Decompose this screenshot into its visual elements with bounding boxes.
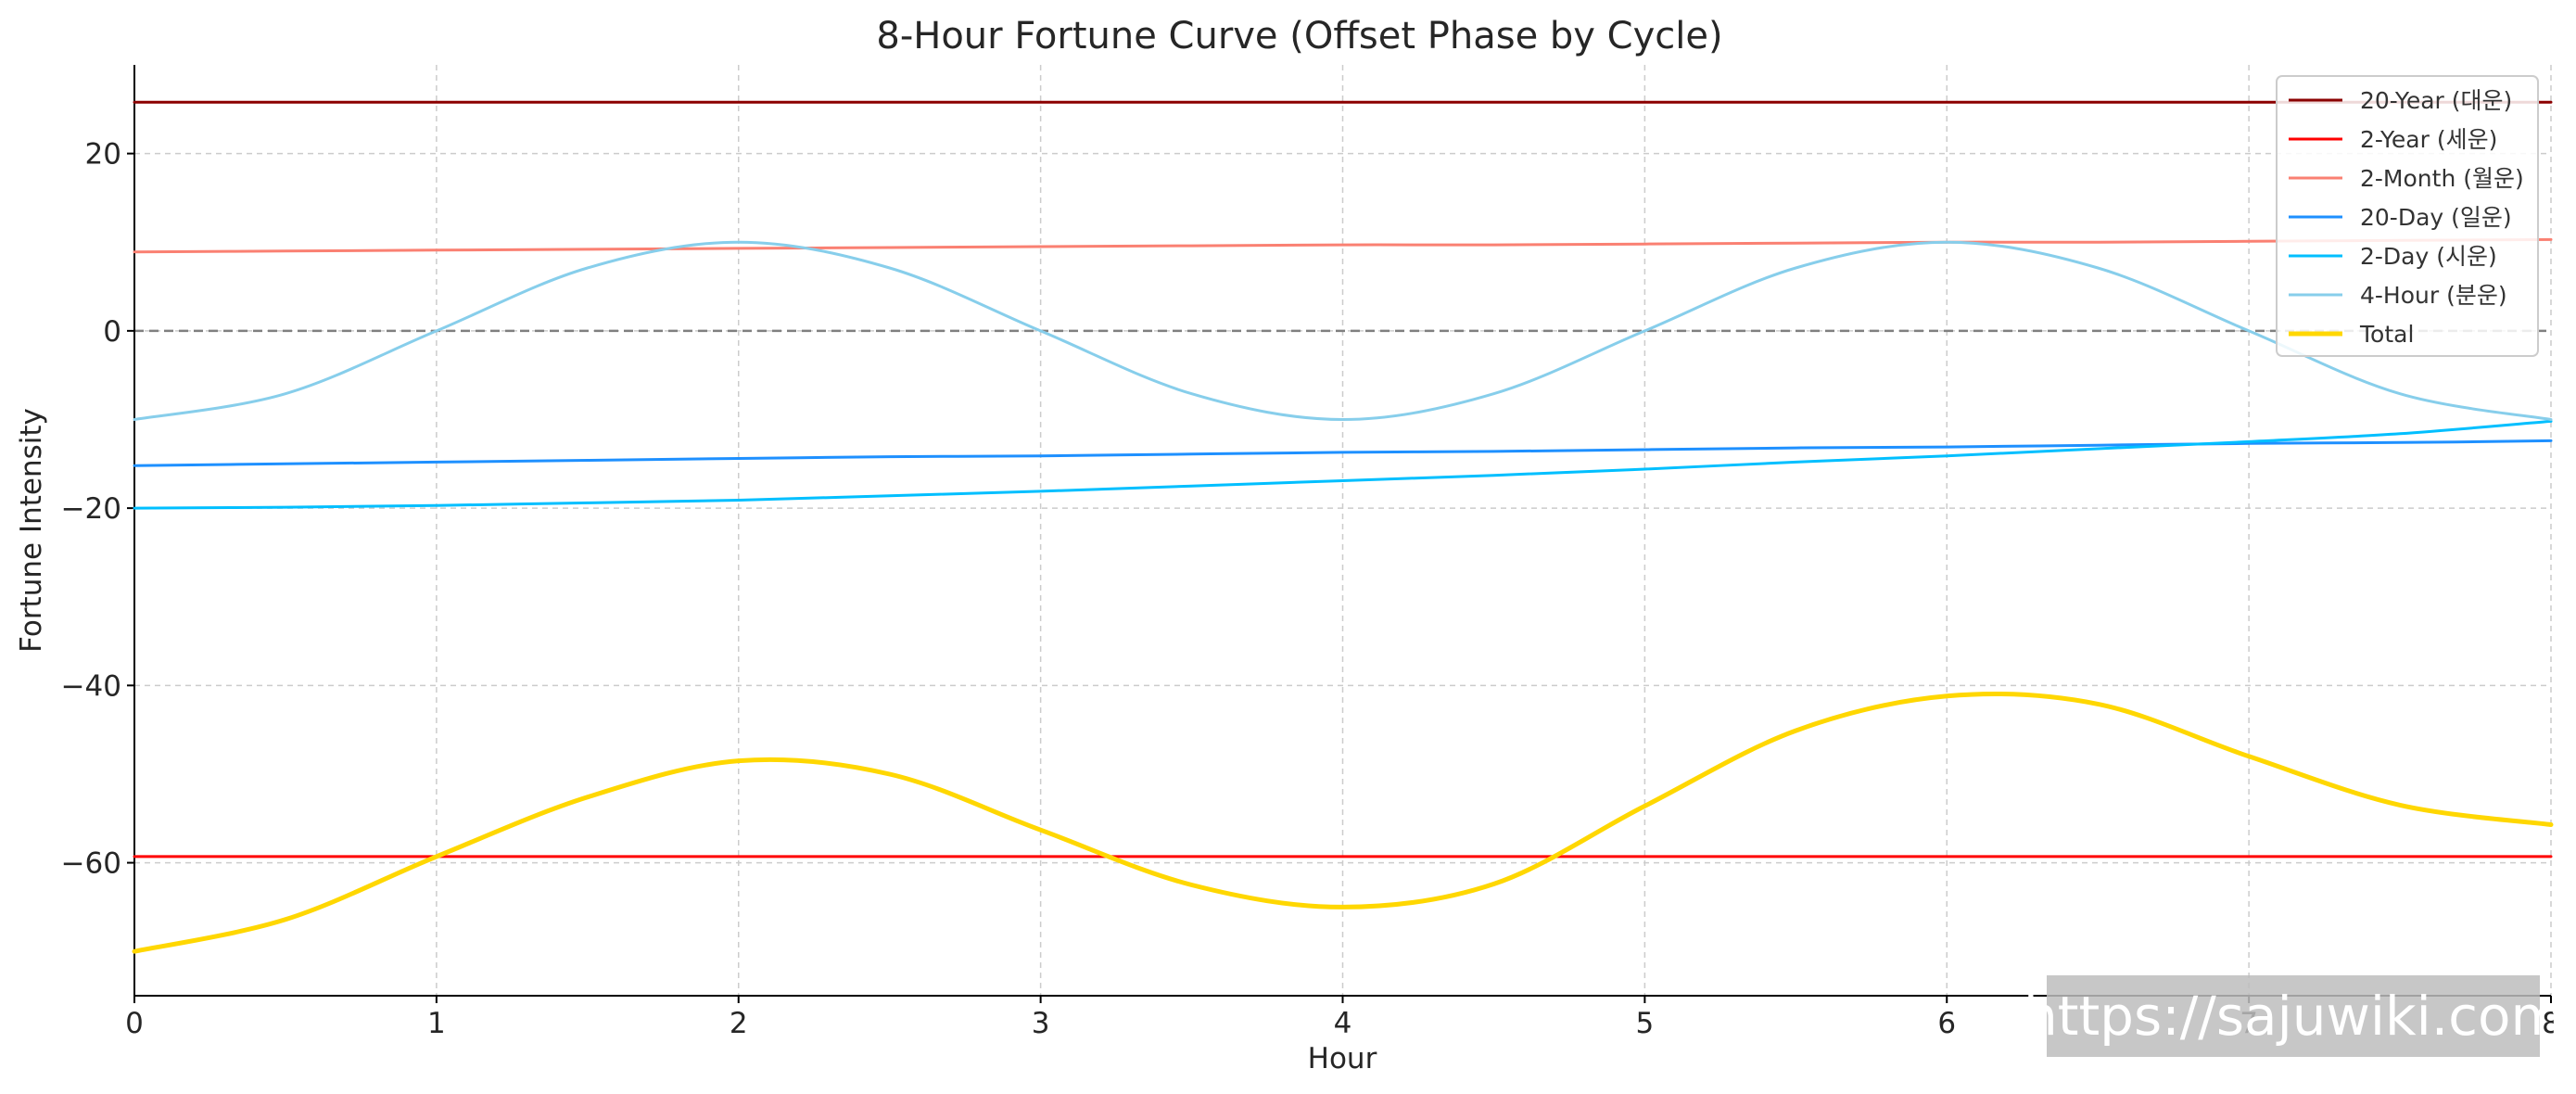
x-axis-label: Hour [1308,1042,1377,1075]
watermark-background [2047,975,2540,1057]
legend: 20-Year (대운) 2-Year (세운) 2-Month (월운) 20-Da… [2276,75,2539,357]
series-lines [132,100,2554,954]
legend-label: 20-Year (대운) [2360,87,2512,114]
series-line-3 [133,439,2553,467]
series-line-4 [133,419,2553,510]
y-tick-label: −20 [61,492,121,526]
y-ticks: −60 −40 −20 0 20 [61,138,134,881]
series-line-5 [133,240,2553,421]
y-tick-label: −40 [61,669,121,703]
y-tick-label: 0 [103,315,121,349]
watermark: https://sajuwiki.com [2024,975,2563,1057]
chart-title: 8-Hour Fortune Curve (Offset Phase by Cy… [876,15,1722,57]
x-tick-label: 4 [1334,1007,1352,1040]
series-line-2 [133,237,2553,254]
x-tick-label: 6 [1937,1007,1956,1040]
x-tick-label: 5 [1636,1007,1655,1040]
y-axis-label: Fortune Intensity [15,408,48,653]
legend-label: Total [2359,321,2414,348]
x-tick-label: 2 [730,1007,748,1040]
legend-label: 2-Year (세운) [2360,126,2497,153]
legend-label: 2-Day (시운) [2360,243,2497,270]
legend-box [2276,75,2539,357]
legend-label: 4-Hour (분운) [2360,282,2507,309]
y-tick-label: 20 [85,138,121,172]
series-line-6 [132,691,2554,954]
y-tick-label: −60 [61,847,121,881]
x-tick-label: 0 [125,1007,144,1040]
x-tick-label: 8 [2542,1007,2560,1040]
legend-label: 2-Month (월운) [2360,165,2524,192]
x-tick-label: 3 [1032,1007,1050,1040]
watermark-text: https://sajuwiki.com [2024,985,2563,1048]
x-tick-label: 1 [427,1007,446,1040]
legend-label: 20-Day (일운) [2360,204,2512,231]
